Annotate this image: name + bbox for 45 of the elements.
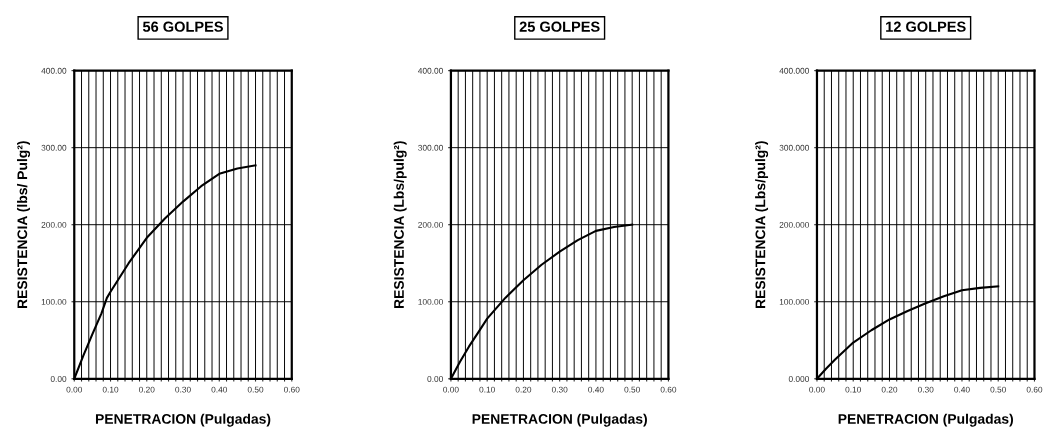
y-tick-label: 300.00 [418,144,443,151]
x-tick-label: 0.10 [102,386,119,393]
x-tick-label: 0.30 [551,386,568,393]
y-tick-label: 100.00 [418,298,443,305]
chart-title: 56 GOLPES [142,21,223,32]
x-tick-label: 0.50 [624,386,640,393]
x-tick-label: 0.60 [1026,386,1043,393]
y-tick-label: 400.00 [41,67,67,74]
y-tick-label: 0.000 [788,375,810,382]
x-tick-label: 0.30 [917,386,934,393]
x-tick-label: 0.00 [443,386,459,393]
y-tick-label: 200.00 [41,221,67,228]
x-tick-label: 0.00 [66,386,83,393]
y-tick-label: 200.00 [418,221,443,228]
y-tick-label: 200.000 [779,221,810,228]
y-axis-title: RESISTENCIA (Lbs/pulg²) [755,141,769,308]
x-tick-label: 0.00 [809,386,825,393]
x-axis-title: PENETRACION (Pulgadas) [95,413,271,427]
x-tick-label: 0.30 [175,386,191,393]
x-axis-title: PENETRACION (Pulgadas) [838,413,1014,427]
x-tick-label: 0.40 [588,386,604,393]
x-tick-label: 0.60 [660,386,677,393]
y-tick-label: 300.000 [779,144,810,151]
x-tick-label: 0.20 [881,386,898,393]
x-tick-label: 0.20 [515,386,532,393]
x-tick-label: 0.20 [138,386,155,393]
x-tick-label: 0.40 [954,386,970,393]
y-tick-label: 0.00 [50,375,67,382]
y-tick-label: 300.00 [41,144,67,151]
x-tick-label: 0.10 [479,386,495,393]
y-tick-label: 100.00 [41,298,67,305]
chart-title: 12 GOLPES [886,21,966,32]
y-axis-title: RESISTENCIA (lbs/ Pulg²) [17,141,31,308]
y-tick-label: 0.00 [427,375,443,382]
x-tick-label: 0.50 [247,386,264,393]
x-tick-label: 0.60 [283,386,300,393]
y-tick-label: 400.00 [417,67,443,74]
chart-title: 25 GOLPES [519,21,600,32]
x-tick-label: 0.40 [211,386,228,393]
x-tick-label: 0.50 [990,386,1007,393]
x-axis-title: PENETRACION (Pulgadas) [472,413,647,427]
y-tick-label: 400.000 [779,67,810,74]
y-axis-title: RESISTENCIA (Lbs/pulg²) [393,141,407,308]
y-tick-label: 100.000 [779,298,810,305]
x-tick-label: 0.10 [845,386,862,393]
